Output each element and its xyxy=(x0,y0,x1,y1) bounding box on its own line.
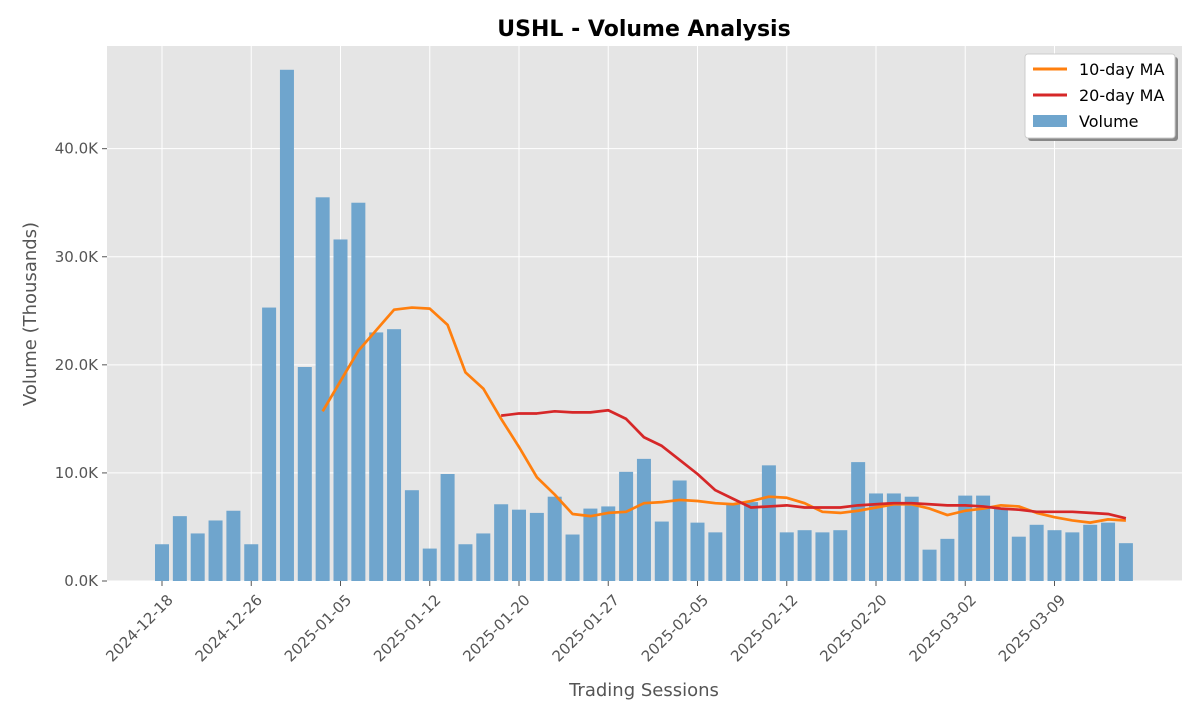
y-tick-label: 30.0K xyxy=(55,248,99,266)
y-tick-label: 0.0K xyxy=(64,572,99,590)
volume-bar xyxy=(172,516,187,581)
y-axis-title: Volume (Thousands) xyxy=(20,222,41,406)
volume-bar xyxy=(904,496,919,581)
volume-bar xyxy=(262,307,277,581)
legend-label: Volume xyxy=(1079,112,1139,131)
volume-bar xyxy=(369,332,384,581)
volume-bar xyxy=(476,533,491,581)
volume-bar xyxy=(654,521,669,581)
volume-bar xyxy=(976,495,991,581)
y-tick-label: 20.0K xyxy=(55,356,99,374)
volume-bar xyxy=(779,532,794,581)
x-axis-title: Trading Sessions xyxy=(568,680,719,701)
volume-bar xyxy=(690,522,705,581)
legend: 10-day MA 20-day MA Volume xyxy=(1024,53,1178,141)
volume-bar xyxy=(636,458,651,581)
volume-bar xyxy=(155,544,169,581)
volume-bar xyxy=(512,509,526,581)
20-day-ma-line xyxy=(500,408,1127,520)
volume-bar xyxy=(226,510,241,581)
volume-bar xyxy=(279,69,294,582)
volume-bar xyxy=(190,533,205,581)
volume-bar xyxy=(440,474,455,581)
legend-label: 10-day MA xyxy=(1079,60,1164,79)
volume-bar xyxy=(208,520,223,581)
volume-bar xyxy=(833,530,848,581)
volume-bar xyxy=(244,544,259,581)
volume-bar xyxy=(547,496,562,581)
volume-bar xyxy=(886,493,901,581)
volume-bar xyxy=(940,538,955,581)
volume-bar xyxy=(958,495,973,581)
volume-bar xyxy=(993,508,1008,581)
volume-bar xyxy=(851,462,866,581)
volume-bar xyxy=(583,508,598,581)
volume-bar xyxy=(797,530,812,581)
volume-bar xyxy=(815,532,830,581)
volume-bar xyxy=(422,548,437,581)
volume-bar xyxy=(387,329,402,581)
volume-bar xyxy=(922,549,937,581)
volume-bar xyxy=(619,471,634,581)
volume-bar xyxy=(601,506,616,581)
moving-average-lines xyxy=(321,306,1127,524)
volume-bar xyxy=(333,239,348,581)
volume-bar xyxy=(351,202,366,582)
volume-bar xyxy=(726,504,741,581)
volume-bar xyxy=(1118,543,1133,581)
volume-bar xyxy=(1083,524,1098,581)
volume-bar xyxy=(565,534,580,581)
volume-bar xyxy=(761,465,776,581)
volume-bar xyxy=(529,512,544,581)
chart-title: USHL - Volume Analysis xyxy=(497,17,790,42)
volume-bar xyxy=(315,197,330,582)
volume-bar xyxy=(869,493,883,581)
volume-bars xyxy=(155,69,1133,582)
volume-bar xyxy=(1047,530,1062,581)
volume-bar xyxy=(1029,524,1044,581)
y-tick-label: 40.0K xyxy=(55,140,99,158)
y-tick-label: 10.0K xyxy=(55,464,99,482)
legend-label: 20-day MA xyxy=(1079,86,1164,105)
volume-bar xyxy=(458,544,473,581)
legend-swatch xyxy=(1033,115,1067,127)
volume-bar xyxy=(1065,532,1080,581)
volume-bar xyxy=(672,480,687,581)
volume-bar xyxy=(744,502,759,581)
volume-bar xyxy=(404,490,419,581)
volume-bar xyxy=(1011,536,1026,581)
volume-bar xyxy=(708,532,723,581)
volume-bar xyxy=(1101,522,1116,581)
volume-bar xyxy=(297,367,312,581)
volume-bar xyxy=(494,504,509,581)
